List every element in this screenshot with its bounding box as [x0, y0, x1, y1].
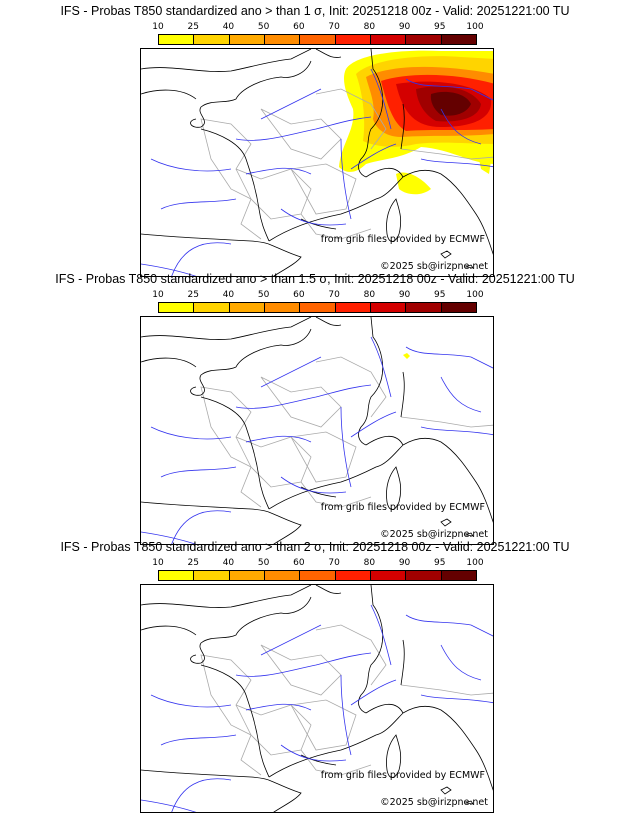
colorbar-ticks: 10 25 40 50 60 70 80 90 95 100	[152, 22, 483, 33]
colorbar-segment	[159, 35, 195, 44]
colorbar-tick-label: 40	[222, 558, 235, 568]
probability-field	[339, 50, 493, 195]
colorbar-tick-label: 95	[434, 558, 446, 568]
colorbar-segment	[229, 35, 265, 44]
map-canvas	[141, 49, 493, 276]
colorbar-segment	[300, 303, 336, 312]
colorbar-tick-label: 80	[363, 558, 376, 568]
colorbar	[158, 302, 477, 313]
colorbar-tick-label: 70	[328, 558, 340, 568]
colorbar-tick-label: 10	[152, 22, 164, 32]
colorbar-tick-label: 40	[222, 22, 235, 32]
colorbar-tick-label: 95	[434, 22, 446, 32]
data-source-note: from grib files provided by ECMWF	[320, 502, 485, 513]
colorbar-segment	[264, 571, 301, 580]
probability-map: from grib files provided by ECMWF ©2025 …	[140, 584, 494, 813]
colorbar-segment	[406, 303, 442, 312]
colorbar-segment	[335, 35, 371, 44]
colorbar-tick-label: 80	[363, 22, 376, 32]
colorbar-tick-label: 70	[328, 290, 340, 300]
colorbar-segment	[370, 35, 407, 44]
colorbar-segment	[335, 303, 371, 312]
colorbar-ticks: 10 25 40 50 60 70 80 90 95 100	[152, 290, 483, 301]
copyright-note: ©2025 sb@irizpne.net	[380, 529, 488, 540]
colorbar-tick-label: 60	[293, 290, 305, 300]
colorbar-tick-label: 100	[466, 558, 484, 568]
colorbar-tick-label: 70	[328, 22, 340, 32]
colorbar-segment	[194, 303, 230, 312]
colorbar-segment	[406, 35, 442, 44]
map-panel-1-5-sigma: IFS - Probas T850 standardized ano > tha…	[0, 268, 630, 545]
colorbar-segment	[159, 303, 195, 312]
colorbar-tick-label: 90	[398, 22, 411, 32]
colorbar-tick-label: 10	[152, 558, 164, 568]
colorbar-segment	[441, 571, 476, 580]
colorbar-tick-label: 90	[398, 558, 411, 568]
colorbar-segment	[441, 35, 476, 44]
colorbar-segment	[229, 303, 265, 312]
colorbar-tick-label: 100	[466, 290, 484, 300]
panel-title: IFS - Probas T850 standardized ano > tha…	[60, 4, 570, 18]
panel-title: IFS - Probas T850 standardized ano > tha…	[55, 272, 575, 286]
colorbar-segment	[194, 571, 230, 580]
colorbar-segment	[441, 303, 476, 312]
colorbar-tick-label: 95	[434, 290, 446, 300]
colorbar-segment	[229, 571, 265, 580]
colorbar-segment	[194, 35, 230, 44]
colorbar-tick-label: 50	[257, 22, 270, 32]
colorbar-segment	[335, 571, 371, 580]
probability-map: from grib files provided by ECMWF ©2025 …	[140, 48, 494, 277]
probability-map: from grib files provided by ECMWF ©2025 …	[140, 316, 494, 545]
panel-title: IFS - Probas T850 standardized ano > tha…	[60, 540, 570, 554]
colorbar-tick-label: 60	[293, 22, 305, 32]
map-panel-1-sigma: IFS - Probas T850 standardized ano > tha…	[0, 0, 630, 277]
colorbar-ticks: 10 25 40 50 60 70 80 90 95 100	[152, 558, 483, 569]
colorbar	[158, 570, 477, 581]
colorbar-segment	[370, 303, 407, 312]
map-canvas	[141, 317, 493, 544]
colorbar-tick-label: 10	[152, 290, 164, 300]
data-source-note: from grib files provided by ECMWF	[320, 234, 485, 245]
colorbar-tick-label: 80	[363, 290, 376, 300]
colorbar-segment	[406, 571, 442, 580]
colorbar-segment	[300, 571, 336, 580]
copyright-note: ©2025 sb@irizpne.net	[380, 797, 488, 808]
data-source-note: from grib files provided by ECMWF	[320, 770, 485, 781]
colorbar-tick-label: 50	[257, 290, 270, 300]
colorbar-tick-label: 25	[187, 22, 199, 32]
colorbar-segment	[264, 303, 301, 312]
colorbar-segment	[264, 35, 301, 44]
colorbar-tick-label: 100	[466, 22, 484, 32]
colorbar-segment	[370, 571, 407, 580]
colorbar-tick-label: 60	[293, 558, 305, 568]
colorbar-segment	[300, 35, 336, 44]
colorbar-segment	[159, 571, 195, 580]
map-panel-2-sigma: IFS - Probas T850 standardized ano > tha…	[0, 536, 630, 813]
colorbar-tick-label: 25	[187, 290, 199, 300]
colorbar-tick-label: 90	[398, 290, 411, 300]
colorbar-tick-label: 40	[222, 290, 235, 300]
copyright-note: ©2025 sb@irizpne.net	[380, 261, 488, 272]
colorbar-tick-label: 25	[187, 558, 199, 568]
probability-field	[403, 353, 410, 359]
colorbar-tick-label: 50	[257, 558, 270, 568]
colorbar	[158, 34, 477, 45]
